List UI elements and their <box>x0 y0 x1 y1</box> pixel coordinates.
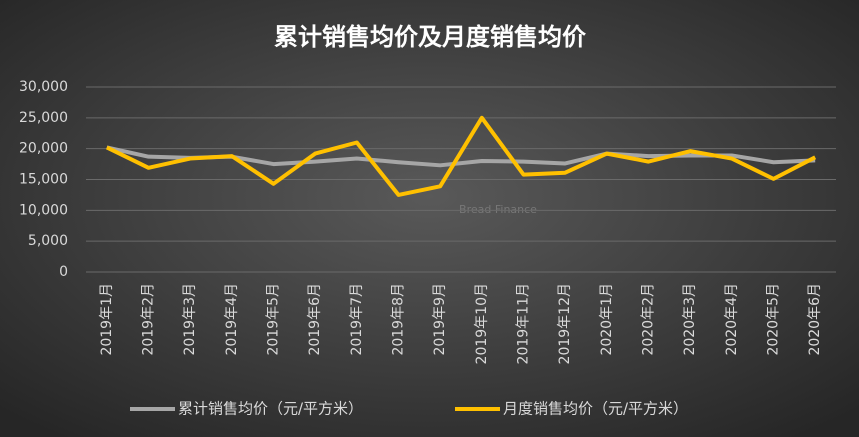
x-tick-label: 2019年9月 <box>432 283 448 356</box>
x-tick-label: 2020年1月 <box>599 283 615 356</box>
y-tick-label: 5,000 <box>28 233 68 249</box>
x-tick-label: 2019年4月 <box>224 283 240 356</box>
y-tick-label: 20,000 <box>19 141 68 157</box>
x-tick-label: 2019年11月 <box>516 283 532 364</box>
y-tick-label: 15,000 <box>19 172 68 188</box>
x-tick-label: 2020年4月 <box>724 283 740 356</box>
x-tick-label: 2019年3月 <box>182 283 198 356</box>
x-tick-label: 2019年2月 <box>141 283 157 356</box>
x-tick-label: 2020年2月 <box>641 283 657 356</box>
watermark: Bread Finance <box>459 203 537 216</box>
y-tick-label: 10,000 <box>19 202 68 218</box>
x-tick-label: 2019年1月 <box>99 283 115 356</box>
legend-label: 月度销售均价（元/平方米） <box>503 400 688 418</box>
line-series <box>105 115 817 197</box>
x-tick-label: 2019年5月 <box>266 283 282 356</box>
x-tick-label: 2019年12月 <box>557 283 573 364</box>
x-tick-label: 2020年6月 <box>807 283 823 356</box>
y-tick-label: 0 <box>59 264 68 280</box>
x-tick-label: 2020年5月 <box>766 283 782 356</box>
x-tick-label: 2020年3月 <box>682 283 698 356</box>
x-tick-label: 2019年10月 <box>474 283 490 364</box>
chart-title: 累计销售均价及月度销售均价 <box>274 23 587 51</box>
x-tick-label: 2019年8月 <box>391 283 407 356</box>
legend-label: 累计销售均价（元/平方米） <box>178 400 363 418</box>
x-tick-label: 2019年7月 <box>349 283 365 356</box>
y-tick-label: 25,000 <box>19 110 68 126</box>
y-tick-label: 30,000 <box>19 79 68 95</box>
x-tick-label: 2019年6月 <box>307 283 323 356</box>
